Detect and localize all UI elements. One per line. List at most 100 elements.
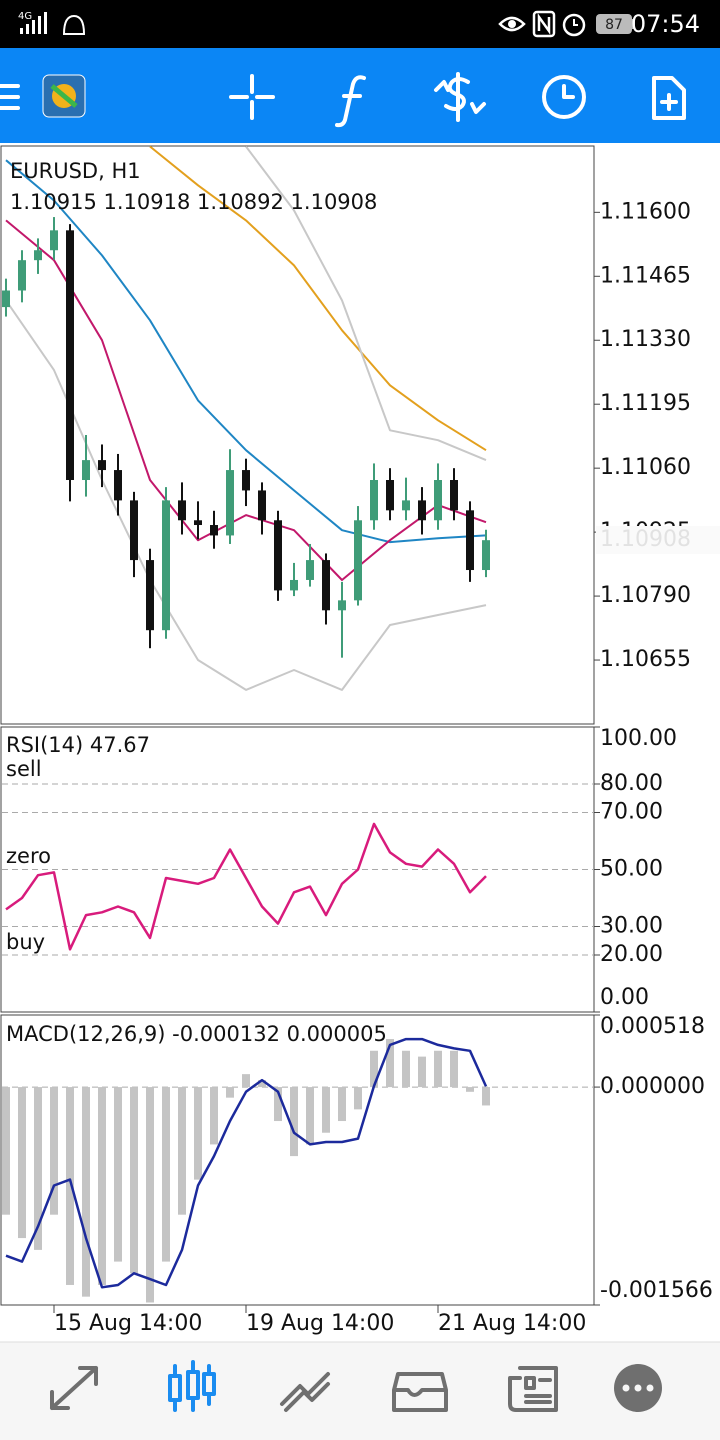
status-bar-part <box>573 19 578 26</box>
last-price: 1.10908 <box>600 527 691 552</box>
menu-button-part[interactable] <box>0 84 20 110</box>
histogram-bar <box>242 1074 250 1088</box>
status-bar-part <box>44 12 47 34</box>
history-button[interactable] <box>542 75 586 119</box>
y-tick-label: 1.10655 <box>600 647 691 672</box>
histogram-bar <box>162 1087 170 1262</box>
histogram-bar <box>2 1087 10 1215</box>
history-tab-part[interactable] <box>392 1372 448 1412</box>
new-order-button-part[interactable] <box>652 76 686 120</box>
candle-body <box>34 250 42 261</box>
histogram-bar <box>34 1087 42 1250</box>
y-tick-label: 1.11060 <box>600 455 691 480</box>
battery: 87 <box>605 17 623 33</box>
histogram-bar <box>450 1050 458 1088</box>
status-bar-part <box>632 19 635 29</box>
status-bar-part <box>498 16 526 32</box>
x-tick-label: 15 Aug 14:00 <box>54 1311 202 1336</box>
rsi-zero-label: zero <box>6 844 51 868</box>
history-tab[interactable] <box>392 1372 448 1412</box>
histogram-bar <box>146 1087 154 1303</box>
candle-body <box>146 560 154 631</box>
status-bar-part <box>38 16 41 34</box>
y-tick-label: 0.000518 <box>600 1014 705 1039</box>
history-button-part[interactable] <box>542 75 586 119</box>
ohlc-readout: 1.10915 1.10918 1.10892 1.10908 <box>10 190 377 214</box>
status-bar-part <box>32 20 35 34</box>
histogram-bar <box>354 1087 362 1110</box>
histogram-bar <box>258 1080 266 1088</box>
y-tick-label: 0.000000 <box>600 1074 705 1099</box>
quotes-tab-part[interactable] <box>50 1366 98 1410</box>
new-order-button[interactable] <box>652 76 686 120</box>
candle-body <box>274 520 282 591</box>
candle-body <box>402 500 410 511</box>
y-tick-label: 0.00 <box>600 985 649 1010</box>
candle-body <box>242 470 250 491</box>
crosshair-button-part[interactable] <box>229 74 275 120</box>
candle-body <box>50 230 58 251</box>
histogram-bar <box>194 1087 202 1180</box>
overlay-line <box>5 159 487 544</box>
trade-button[interactable] <box>434 72 486 122</box>
histogram-bar <box>482 1087 490 1106</box>
histogram-bar <box>50 1087 58 1215</box>
candle-body <box>322 560 330 611</box>
chat-tab[interactable] <box>614 1364 662 1412</box>
news-tab-part[interactable] <box>508 1366 558 1412</box>
overlay-line <box>149 145 487 452</box>
signal-line <box>5 1037 488 1289</box>
menu-button[interactable] <box>0 84 20 110</box>
x-tick-label: 19 Aug 14:00 <box>246 1311 394 1336</box>
candle-body <box>210 525 218 536</box>
quotes-tab[interactable] <box>50 1366 98 1410</box>
clock: 07:54 <box>631 10 700 38</box>
histogram-bar <box>66 1087 74 1285</box>
app-logo[interactable] <box>42 74 86 118</box>
trade-tab-part[interactable] <box>280 1372 330 1412</box>
main-pane <box>0 145 595 725</box>
rsi-title: RSI(14) 47.67 <box>6 733 150 757</box>
histogram-bar <box>402 1050 410 1088</box>
status-bar-part <box>62 14 86 35</box>
y-tick-label: -0.001566 <box>600 1278 713 1303</box>
trade-tab[interactable] <box>280 1372 330 1412</box>
history-button-part[interactable] <box>562 84 575 99</box>
candle-body <box>130 500 138 561</box>
candle-body <box>482 540 490 571</box>
chart-tab-part[interactable] <box>168 1360 216 1412</box>
status-bar-part <box>26 24 29 34</box>
candle-body <box>290 579 298 591</box>
rsi-buy-label: buy <box>6 930 45 954</box>
bottom-nav-part <box>0 1342 720 1440</box>
indicators-button-part[interactable] <box>335 75 366 128</box>
candle-body <box>258 490 266 521</box>
candle-body <box>466 510 474 571</box>
y-tick-label: 1.10790 <box>600 583 691 608</box>
chat-tab-part[interactable] <box>634 1384 642 1392</box>
network: 4G <box>18 11 32 22</box>
candle-body <box>306 560 314 580</box>
histogram-bar <box>434 1050 442 1088</box>
chat-tab-part[interactable] <box>646 1384 654 1392</box>
chart-tab[interactable] <box>168 1360 216 1412</box>
indicators-button[interactable] <box>335 75 366 128</box>
status-bar-part <box>562 13 586 37</box>
crosshair-button[interactable] <box>229 74 275 120</box>
chat-tab-part[interactable] <box>622 1384 630 1392</box>
news-tab[interactable] <box>508 1366 558 1412</box>
histogram-bar <box>370 1050 378 1088</box>
histogram-bar <box>210 1087 218 1145</box>
candle-body <box>354 520 362 601</box>
histogram-bar <box>18 1087 26 1239</box>
last-price-box <box>596 526 720 554</box>
candle-body <box>370 480 378 521</box>
app-logo-part[interactable] <box>50 84 78 108</box>
bottom-nav <box>0 1341 720 1440</box>
histogram-bar <box>114 1087 122 1262</box>
status-bar-part <box>596 14 632 34</box>
trade-button-part[interactable] <box>434 72 486 122</box>
candle-body <box>2 290 10 308</box>
histogram-bar <box>178 1087 186 1215</box>
